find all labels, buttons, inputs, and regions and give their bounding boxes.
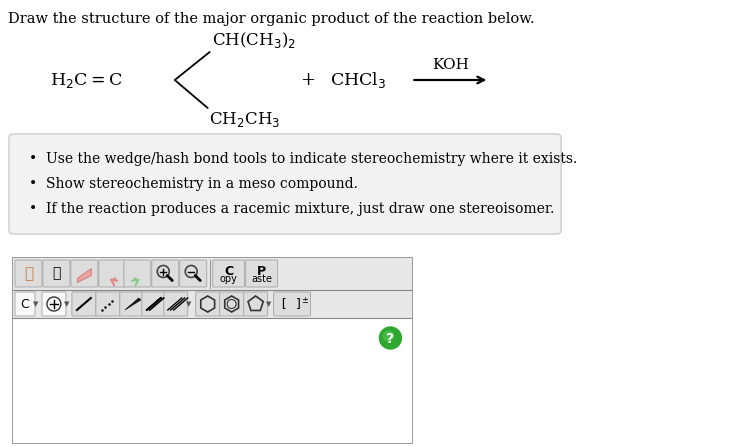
FancyBboxPatch shape [142,292,166,316]
FancyBboxPatch shape [98,260,126,287]
FancyBboxPatch shape [273,292,310,316]
Text: [ ]: [ ] [280,298,303,311]
Bar [13,318,412,443]
Text: CH(CH$_3$)$_2$: CH(CH$_3$)$_2$ [212,30,295,50]
Text: P: P [257,265,266,278]
Text: CHCl$_3$: CHCl$_3$ [329,70,386,90]
Text: ▼: ▼ [33,301,39,307]
Text: H$_2$C$=$C: H$_2$C$=$C [50,71,123,89]
Bar [13,258,412,443]
Text: aste: aste [251,274,272,284]
Polygon shape [77,269,91,283]
FancyBboxPatch shape [42,292,66,316]
Text: ✋: ✋ [24,266,33,281]
FancyBboxPatch shape [72,292,96,316]
FancyBboxPatch shape [15,260,42,287]
Text: ▼: ▼ [266,301,271,307]
Circle shape [384,331,393,341]
Circle shape [379,327,401,349]
FancyBboxPatch shape [180,260,207,287]
FancyBboxPatch shape [123,260,151,287]
FancyBboxPatch shape [196,292,220,316]
Text: ±: ± [301,296,308,305]
FancyBboxPatch shape [71,260,98,287]
Text: 🧴: 🧴 [52,266,60,281]
Bar [13,258,412,290]
FancyBboxPatch shape [15,292,35,316]
Text: ▼: ▼ [64,301,70,307]
FancyBboxPatch shape [220,292,243,316]
FancyBboxPatch shape [243,292,268,316]
Text: •  Use the wedge/hash bond tools to indicate stereochemistry where it exists.: • Use the wedge/hash bond tools to indic… [29,152,577,166]
FancyBboxPatch shape [96,292,120,316]
Text: •  Show stereochemistry in a meso compound.: • Show stereochemistry in a meso compoun… [29,177,358,191]
FancyBboxPatch shape [43,260,70,287]
FancyBboxPatch shape [151,260,179,287]
Text: ?: ? [387,332,395,346]
FancyBboxPatch shape [164,292,187,316]
FancyBboxPatch shape [245,260,278,287]
Text: C: C [21,298,29,311]
Text: +: + [300,71,315,89]
Text: CH$_2$CH$_3$: CH$_2$CH$_3$ [209,110,280,129]
Text: C: C [224,265,233,278]
Text: •  If the reaction produces a racemic mixture, just draw one stereoisomer.: • If the reaction produces a racemic mix… [29,202,554,216]
Text: ▼: ▼ [186,301,191,307]
Text: opy: opy [220,274,237,284]
Text: KOH: KOH [432,58,469,72]
FancyBboxPatch shape [9,134,561,234]
Text: Draw the structure of the major organic product of the reaction below.: Draw the structure of the major organic … [8,12,534,26]
FancyBboxPatch shape [212,260,245,287]
Bar [13,290,412,318]
FancyBboxPatch shape [120,292,144,316]
Polygon shape [125,298,141,310]
